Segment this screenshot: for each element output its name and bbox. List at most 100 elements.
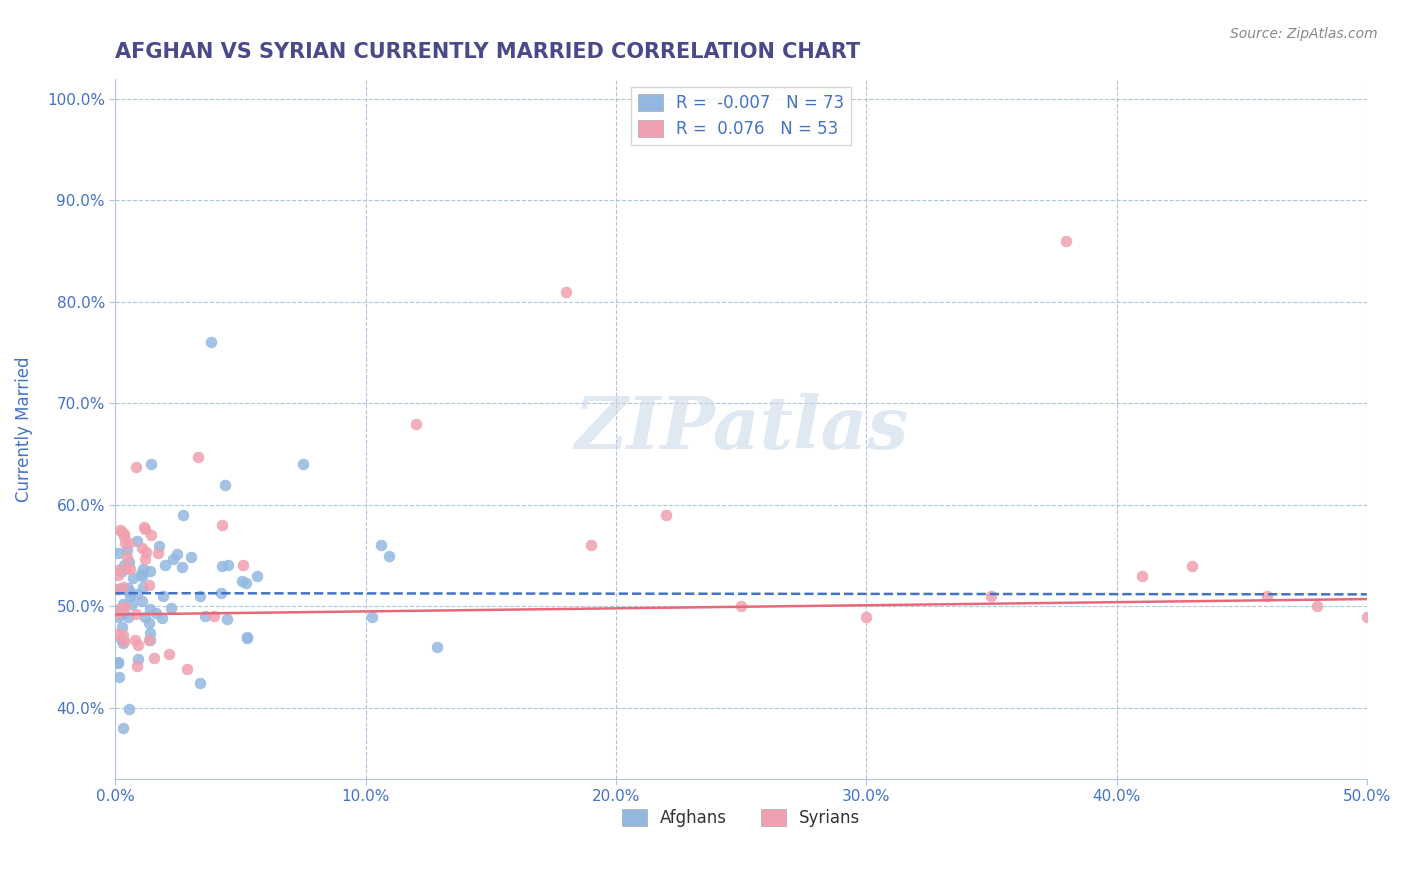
Point xyxy=(292,457,315,471)
Point xyxy=(118,555,141,569)
Point xyxy=(110,524,132,539)
Point xyxy=(231,574,253,588)
Point xyxy=(112,634,135,648)
Point xyxy=(132,562,155,576)
Point xyxy=(1054,234,1077,248)
Point xyxy=(107,609,129,624)
Point xyxy=(131,569,153,583)
Point xyxy=(139,601,162,615)
Point xyxy=(135,544,157,558)
Point xyxy=(426,640,449,654)
Point xyxy=(132,580,155,594)
Point xyxy=(122,571,145,585)
Point xyxy=(188,676,211,690)
Point xyxy=(110,632,132,646)
Point xyxy=(655,508,678,522)
Point xyxy=(361,609,384,624)
Point xyxy=(121,597,143,611)
Point xyxy=(125,533,148,548)
Text: AFGHAN VS SYRIAN CURRENTLY MARRIED CORRELATION CHART: AFGHAN VS SYRIAN CURRENTLY MARRIED CORRE… xyxy=(115,42,860,62)
Point xyxy=(107,606,129,620)
Point xyxy=(114,599,136,614)
Point xyxy=(138,632,160,647)
Point xyxy=(111,636,134,650)
Point xyxy=(143,651,166,665)
Point xyxy=(117,581,139,595)
Point xyxy=(131,593,153,607)
Point xyxy=(150,611,173,625)
Point xyxy=(118,536,141,550)
Point xyxy=(236,630,259,644)
Point xyxy=(579,539,602,553)
Point xyxy=(110,601,132,615)
Point xyxy=(166,547,188,561)
Point xyxy=(120,589,142,603)
Point xyxy=(111,598,134,612)
Point xyxy=(188,589,211,603)
Point xyxy=(1130,569,1153,583)
Legend: Afghans, Syrians: Afghans, Syrians xyxy=(616,802,868,834)
Point xyxy=(124,633,146,648)
Point xyxy=(980,589,1002,603)
Point xyxy=(162,552,184,566)
Point xyxy=(139,626,162,640)
Point xyxy=(107,627,129,641)
Point xyxy=(1355,609,1378,624)
Text: ZIPatlas: ZIPatlas xyxy=(574,393,908,464)
Point xyxy=(138,564,160,578)
Point xyxy=(152,589,174,603)
Point xyxy=(129,566,152,581)
Point xyxy=(107,670,129,684)
Point xyxy=(107,562,129,576)
Point xyxy=(194,609,217,624)
Point xyxy=(236,631,259,645)
Y-axis label: Currently Married: Currently Married xyxy=(15,356,32,501)
Point xyxy=(214,477,236,491)
Point xyxy=(217,558,239,573)
Point xyxy=(127,587,149,601)
Point xyxy=(112,527,135,541)
Point xyxy=(1181,558,1204,573)
Point xyxy=(378,549,401,563)
Point xyxy=(127,652,149,666)
Point xyxy=(108,582,131,596)
Point xyxy=(1306,599,1329,614)
Point xyxy=(855,609,877,624)
Point xyxy=(232,558,254,572)
Point xyxy=(125,460,148,475)
Point xyxy=(118,702,141,716)
Point xyxy=(108,607,131,621)
Point xyxy=(148,539,170,553)
Point xyxy=(115,561,138,575)
Point xyxy=(730,599,752,614)
Point xyxy=(554,285,576,299)
Point xyxy=(159,647,181,661)
Point xyxy=(112,582,135,597)
Point xyxy=(209,585,232,599)
Point xyxy=(139,458,162,472)
Point xyxy=(111,603,134,617)
Point xyxy=(117,610,139,624)
Point xyxy=(187,450,209,465)
Point xyxy=(138,578,160,592)
Point xyxy=(1256,589,1278,603)
Point xyxy=(215,612,238,626)
Point xyxy=(118,583,141,598)
Point xyxy=(115,550,138,565)
Point xyxy=(134,610,156,624)
Point xyxy=(111,564,134,578)
Point xyxy=(134,552,156,566)
Point xyxy=(202,609,225,624)
Point xyxy=(107,605,129,619)
Point xyxy=(125,658,148,673)
Point xyxy=(112,580,135,594)
Point xyxy=(132,520,155,534)
Point xyxy=(180,549,202,564)
Point xyxy=(107,656,129,670)
Point xyxy=(235,575,257,590)
Point xyxy=(107,546,129,560)
Point xyxy=(107,567,129,582)
Point xyxy=(405,417,427,431)
Point xyxy=(134,522,156,536)
Point xyxy=(211,558,233,573)
